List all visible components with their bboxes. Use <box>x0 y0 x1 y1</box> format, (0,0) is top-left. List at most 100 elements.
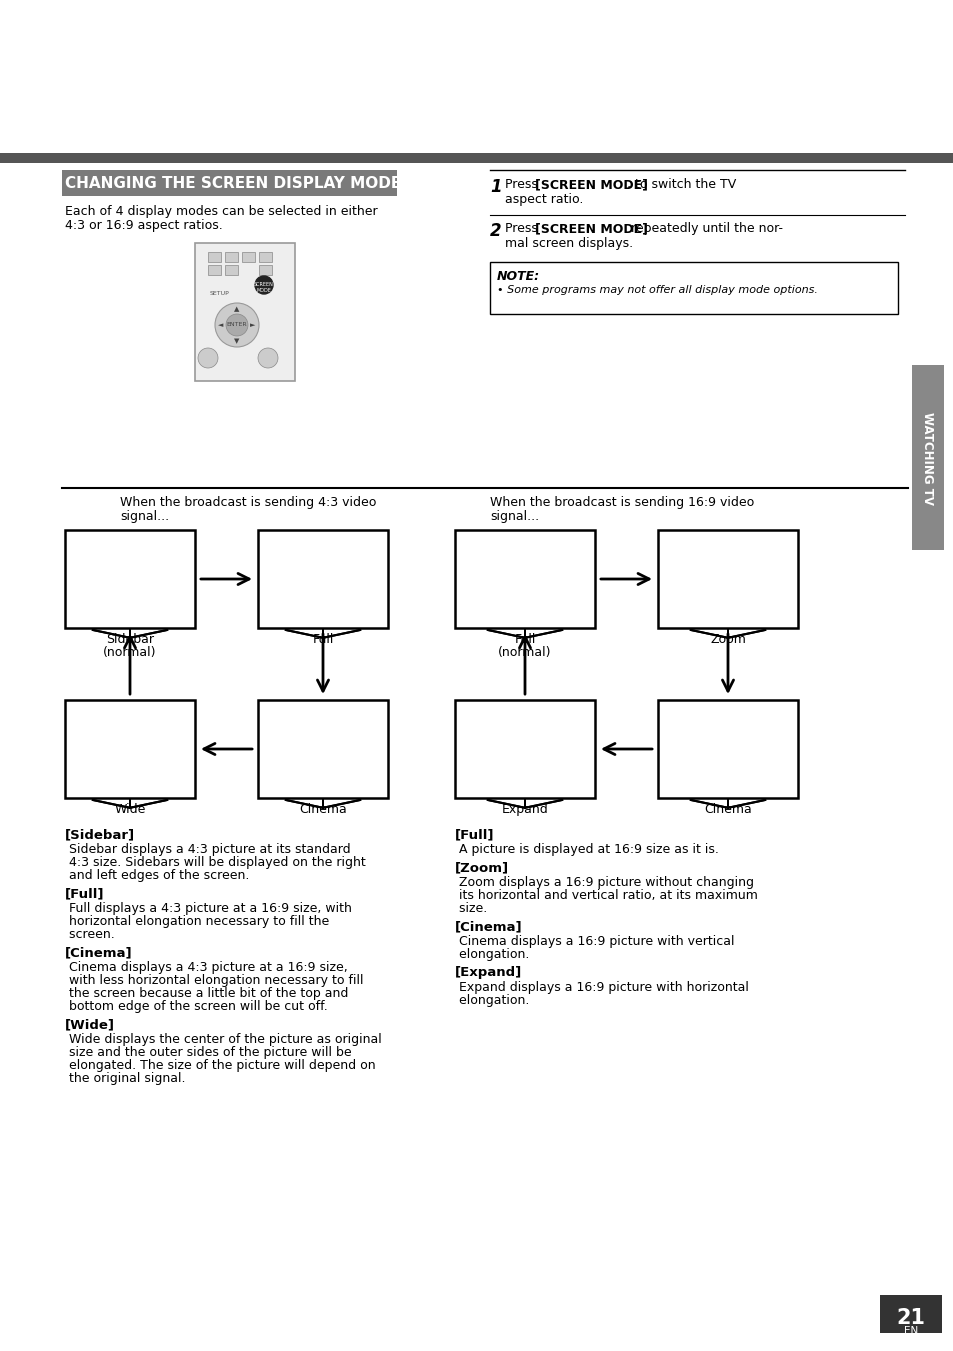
Text: screen.: screen. <box>65 928 114 942</box>
Text: Each of 4 display modes can be selected in either: Each of 4 display modes can be selected … <box>65 205 377 218</box>
Polygon shape <box>714 542 740 576</box>
Text: • Some programs may not offer all display mode options.: • Some programs may not offer all displa… <box>497 285 817 295</box>
Text: Expand displays a 16:9 picture with horizontal: Expand displays a 16:9 picture with hori… <box>455 981 748 994</box>
Polygon shape <box>296 713 323 744</box>
Text: [Full]: [Full] <box>455 828 494 842</box>
Text: Cinema: Cinema <box>703 802 751 816</box>
Polygon shape <box>104 713 130 744</box>
Polygon shape <box>690 601 727 638</box>
Bar <box>257 530 388 628</box>
Bar <box>911 365 943 550</box>
Text: repeatedly until the nor-: repeatedly until the nor- <box>626 222 782 235</box>
Text: the screen because a little bit of the top and: the screen because a little bit of the t… <box>65 988 348 1000</box>
Text: 1: 1 <box>490 178 501 196</box>
Text: horizontal elongation necessary to fill the: horizontal elongation necessary to fill … <box>65 915 329 928</box>
Circle shape <box>198 349 218 367</box>
Text: Cinema: Cinema <box>299 802 347 816</box>
Polygon shape <box>323 543 349 574</box>
Text: (normal): (normal) <box>497 646 551 659</box>
Bar <box>225 265 237 276</box>
Text: elongated. The size of the picture will depend on: elongated. The size of the picture will … <box>65 1059 375 1071</box>
Text: [Full]: [Full] <box>65 888 105 900</box>
Polygon shape <box>286 601 323 638</box>
Bar <box>257 700 388 798</box>
Polygon shape <box>524 601 561 638</box>
Bar <box>62 170 396 196</box>
Text: EN: EN <box>902 1325 917 1336</box>
Bar <box>490 262 897 313</box>
Text: Wide displays the center of the picture as original: Wide displays the center of the picture … <box>65 1034 381 1046</box>
Polygon shape <box>690 770 727 808</box>
Polygon shape <box>498 543 524 574</box>
Text: A picture is displayed at 16:9 size as it is.: A picture is displayed at 16:9 size as i… <box>455 843 719 857</box>
Text: 2: 2 <box>490 222 501 240</box>
Polygon shape <box>714 712 740 746</box>
Text: [SCREEN MODE]: [SCREEN MODE] <box>535 178 647 190</box>
Bar <box>225 253 237 262</box>
Text: [Expand]: [Expand] <box>455 966 521 979</box>
Polygon shape <box>309 712 336 746</box>
Text: ENTER: ENTER <box>227 323 247 327</box>
Text: [Sidebar]: [Sidebar] <box>65 828 135 842</box>
Text: Press: Press <box>504 178 541 190</box>
Text: ◄: ◄ <box>218 322 223 328</box>
Polygon shape <box>511 712 538 746</box>
Text: [Cinema]: [Cinema] <box>455 920 522 934</box>
Text: 21: 21 <box>896 1308 924 1328</box>
Polygon shape <box>92 601 130 638</box>
Bar <box>658 700 797 798</box>
Text: SCREEN
MODE: SCREEN MODE <box>253 282 274 293</box>
Bar <box>455 700 595 798</box>
Text: Full: Full <box>312 634 334 646</box>
Bar <box>242 253 254 262</box>
Text: signal...: signal... <box>120 509 169 523</box>
Text: the original signal.: the original signal. <box>65 1071 185 1085</box>
Polygon shape <box>286 770 323 808</box>
Polygon shape <box>727 543 753 574</box>
Polygon shape <box>701 543 727 574</box>
Polygon shape <box>511 542 538 576</box>
Text: [Cinema]: [Cinema] <box>65 946 132 959</box>
Text: mal screen displays.: mal screen displays. <box>504 236 633 250</box>
Text: Zoom displays a 16:9 picture without changing: Zoom displays a 16:9 picture without cha… <box>455 875 753 889</box>
Text: Sidebar displays a 4:3 picture at its standard: Sidebar displays a 4:3 picture at its st… <box>65 843 351 857</box>
Bar <box>65 700 194 798</box>
Text: [Wide]: [Wide] <box>65 1019 115 1031</box>
Polygon shape <box>323 601 360 638</box>
Bar <box>174 530 194 628</box>
Bar <box>455 530 595 628</box>
Circle shape <box>214 303 258 347</box>
Text: Cinema displays a 4:3 picture at a 16:9 size,: Cinema displays a 4:3 picture at a 16:9 … <box>65 961 348 974</box>
Text: When the broadcast is sending 16:9 video: When the broadcast is sending 16:9 video <box>490 496 754 509</box>
Text: Expand: Expand <box>501 802 548 816</box>
Polygon shape <box>727 713 753 744</box>
Polygon shape <box>701 713 727 744</box>
Text: its horizontal and vertical ratio, at its maximum: its horizontal and vertical ratio, at it… <box>455 889 757 902</box>
Text: Full: Full <box>514 634 536 646</box>
Text: [Zoom]: [Zoom] <box>455 861 509 874</box>
Text: WATCHING TV: WATCHING TV <box>921 412 934 504</box>
Text: SETUP: SETUP <box>210 290 230 296</box>
Text: ►: ► <box>250 322 255 328</box>
Text: size and the outer sides of the picture will be: size and the outer sides of the picture … <box>65 1046 352 1059</box>
Polygon shape <box>498 713 524 744</box>
Text: NOTE:: NOTE: <box>497 270 539 282</box>
Text: 4:3 or 16:9 aspect ratios.: 4:3 or 16:9 aspect ratios. <box>65 219 222 232</box>
Polygon shape <box>524 543 551 574</box>
Circle shape <box>254 276 273 295</box>
Text: CHANGING THE SCREEN DISPLAY MODE: CHANGING THE SCREEN DISPLAY MODE <box>65 176 401 190</box>
Bar <box>208 265 221 276</box>
Text: size.: size. <box>455 902 487 915</box>
Bar <box>65 530 86 628</box>
Text: Cinema displays a 16:9 picture with vertical: Cinema displays a 16:9 picture with vert… <box>455 935 734 948</box>
Polygon shape <box>727 601 764 638</box>
Text: Full displays a 4:3 picture at a 16:9 size, with: Full displays a 4:3 picture at a 16:9 si… <box>65 902 352 915</box>
Polygon shape <box>130 713 156 744</box>
Bar <box>658 530 797 628</box>
Polygon shape <box>130 770 167 808</box>
Text: with less horizontal elongation necessary to fill: with less horizontal elongation necessar… <box>65 974 363 988</box>
Bar <box>879 1296 941 1333</box>
Polygon shape <box>116 712 144 746</box>
Polygon shape <box>309 542 336 576</box>
Polygon shape <box>487 770 524 808</box>
